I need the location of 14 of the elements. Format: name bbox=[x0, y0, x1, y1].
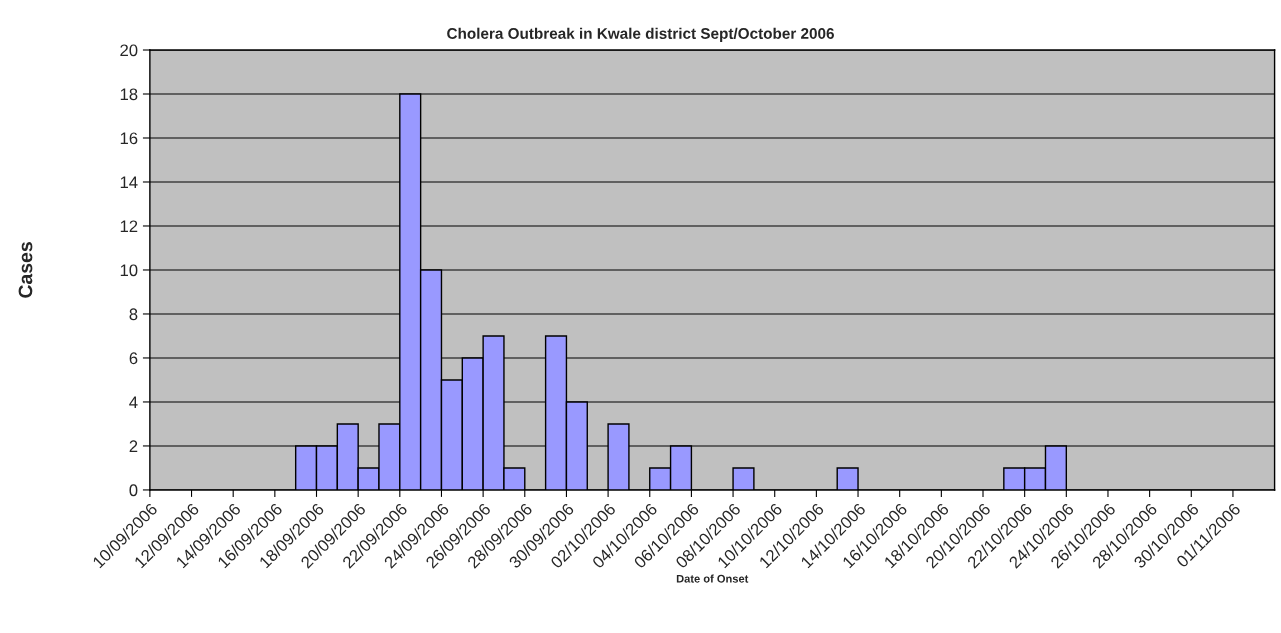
y-tick-label: 18 bbox=[120, 88, 138, 101]
y-tick-label: 4 bbox=[129, 396, 138, 408]
y-tick-label: 14 bbox=[120, 176, 138, 189]
y-tick-label: 20 bbox=[120, 44, 138, 57]
chart-title: Cholera Outbreak in Kwale district Sept/October 2006 bbox=[447, 27, 834, 42]
y-tick-label: 6 bbox=[129, 352, 138, 365]
y-tick-label: 0 bbox=[129, 484, 138, 497]
x-axis-title: Date of Onset bbox=[676, 574, 749, 583]
y-tick-label: 10 bbox=[120, 264, 138, 277]
y-tick-label: 12 bbox=[120, 220, 138, 233]
y-axis-title: Cases bbox=[18, 242, 33, 298]
y-tick-label: 2 bbox=[129, 440, 138, 452]
y-tick-label: 16 bbox=[120, 132, 138, 145]
y-tick-label: 8 bbox=[129, 308, 138, 321]
